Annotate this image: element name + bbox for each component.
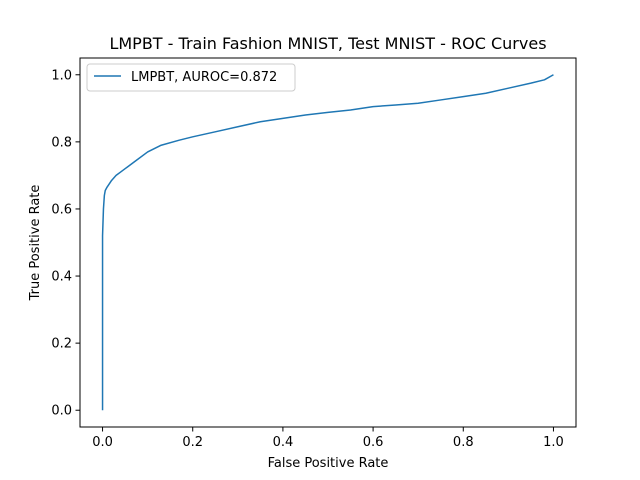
- chart-title: LMPBT - Train Fashion MNIST, Test MNIST …: [109, 34, 546, 53]
- x-tick-label: 0.6: [363, 435, 384, 450]
- x-tick-label: 0.8: [453, 435, 474, 450]
- y-ticks: 0.0 0.2 0.4 0.6 0.8 1.0: [51, 68, 80, 419]
- legend-entry-label: LMPBT, AUROC=0.872: [131, 70, 277, 85]
- y-tick-label: 0.6: [51, 202, 72, 217]
- y-tick-label: 1.0: [51, 68, 72, 83]
- y-tick-label: 0.0: [51, 404, 72, 419]
- x-tick-label: 1.0: [543, 435, 564, 450]
- plot-frame: [79, 57, 577, 428]
- x-ticks: 0.0 0.2 0.4 0.6 0.8 1.0: [92, 427, 564, 450]
- x-tick-label: 0.2: [182, 435, 203, 450]
- legend: LMPBT, AUROC=0.872: [86, 63, 296, 92]
- y-axis-label: True Positive Rate: [28, 185, 43, 302]
- legend-box: [86, 63, 296, 92]
- x-tick-label: 0.4: [273, 435, 294, 450]
- x-tick-label: 0.0: [92, 435, 113, 450]
- series-line-0: [101, 74, 554, 411]
- curve-layer: [101, 74, 554, 411]
- y-tick-label: 0.4: [51, 270, 72, 285]
- x-axis-label: False Positive Rate: [268, 456, 389, 471]
- y-tick-label: 0.8: [51, 135, 72, 150]
- y-tick-label: 0.2: [51, 337, 72, 352]
